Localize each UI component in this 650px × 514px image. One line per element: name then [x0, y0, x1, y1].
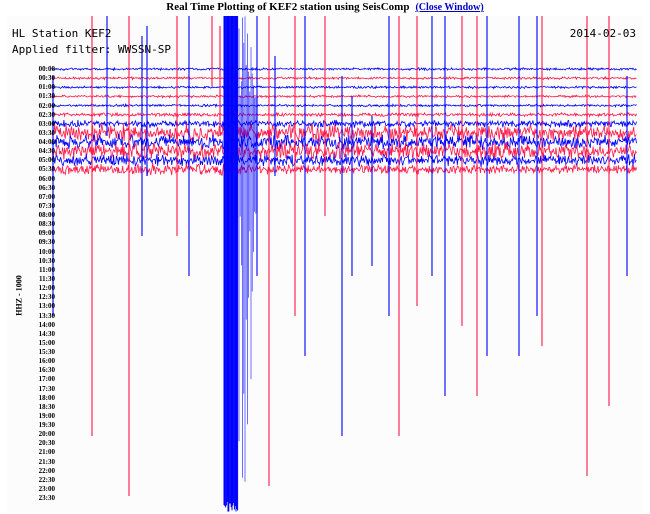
- page-title: Real Time Plotting of KEF2 station using…: [0, 1, 650, 13]
- time-label: 14:00: [38, 320, 55, 329]
- time-label: 18:30: [38, 402, 55, 411]
- time-label: 05:00: [38, 156, 55, 165]
- trace-row: [51, 111, 637, 118]
- time-label: 13:30: [38, 311, 55, 320]
- time-label: 00:30: [38, 74, 55, 83]
- time-label: 12:30: [38, 293, 55, 302]
- time-label: 17:00: [38, 375, 55, 384]
- time-label: 18:00: [38, 393, 55, 402]
- time-label: 22:30: [38, 475, 55, 484]
- trace-row: [51, 75, 637, 81]
- time-label: 03:00: [38, 119, 55, 128]
- trace-row: [51, 84, 637, 90]
- time-label: 01:00: [38, 83, 55, 92]
- seismogram-plot: [51, 16, 637, 512]
- time-label: 19:30: [38, 421, 55, 430]
- time-label: 23:00: [38, 484, 55, 493]
- trace-row: [51, 94, 637, 99]
- time-label: 06:30: [38, 183, 55, 192]
- time-label: 20:00: [38, 430, 55, 439]
- time-label: 03:30: [38, 128, 55, 137]
- time-label: 08:30: [38, 220, 55, 229]
- trace-row: [51, 119, 637, 129]
- helicorder-panel: HL Station KEF2 Applied filter: WWSSN-SP…: [7, 16, 643, 512]
- filter-label: Applied filter: WWSSN-SP: [12, 43, 171, 56]
- time-label: 22:00: [38, 466, 55, 475]
- time-label: 08:00: [38, 211, 55, 220]
- time-label: 21:00: [38, 448, 55, 457]
- trace-row: [51, 163, 637, 177]
- time-label: 21:30: [38, 457, 55, 466]
- date-label: 2014-02-03: [569, 27, 636, 40]
- station-label: HL Station KEF2: [12, 27, 112, 40]
- time-label: 14:30: [38, 329, 55, 338]
- time-label: 13:00: [38, 302, 55, 311]
- time-label: 04:30: [38, 147, 55, 156]
- time-label: 01:30: [38, 92, 55, 101]
- time-label: 09:30: [38, 238, 55, 247]
- time-label: 11:00: [39, 265, 55, 274]
- time-label: 15:00: [38, 338, 55, 347]
- trace-row: [51, 153, 637, 168]
- time-label: 06:00: [38, 174, 55, 183]
- time-label: 19:00: [38, 411, 55, 420]
- close-window-link[interactable]: (Close Window): [415, 2, 484, 13]
- trace-row: [51, 66, 637, 72]
- time-label: 16:30: [38, 366, 55, 375]
- time-label: 07:00: [38, 192, 55, 201]
- time-label: 07:30: [38, 201, 55, 210]
- time-label: 10:30: [38, 256, 55, 265]
- title-text: Real Time Plotting of KEF2 station using…: [166, 1, 410, 13]
- time-label: 02:30: [38, 110, 55, 119]
- trace-row: [51, 141, 637, 161]
- time-label: 00:00: [38, 65, 55, 73]
- trace-row: [51, 123, 637, 143]
- channel-label: HHZ - 1000: [14, 275, 24, 316]
- trace-row: [51, 102, 637, 109]
- time-label: 15:30: [38, 348, 55, 357]
- time-label: 05:30: [38, 165, 55, 174]
- time-label: 17:30: [38, 384, 55, 393]
- time-label: 20:30: [38, 439, 55, 448]
- time-label: 12:00: [38, 284, 55, 293]
- time-label: 11:30: [39, 274, 55, 283]
- time-label: 09:00: [38, 229, 55, 238]
- time-label: 02:00: [38, 101, 55, 110]
- time-label: 23:30: [38, 494, 55, 503]
- time-label: 10:00: [38, 247, 55, 256]
- time-label: 04:00: [38, 138, 55, 147]
- time-label: 16:00: [38, 357, 55, 366]
